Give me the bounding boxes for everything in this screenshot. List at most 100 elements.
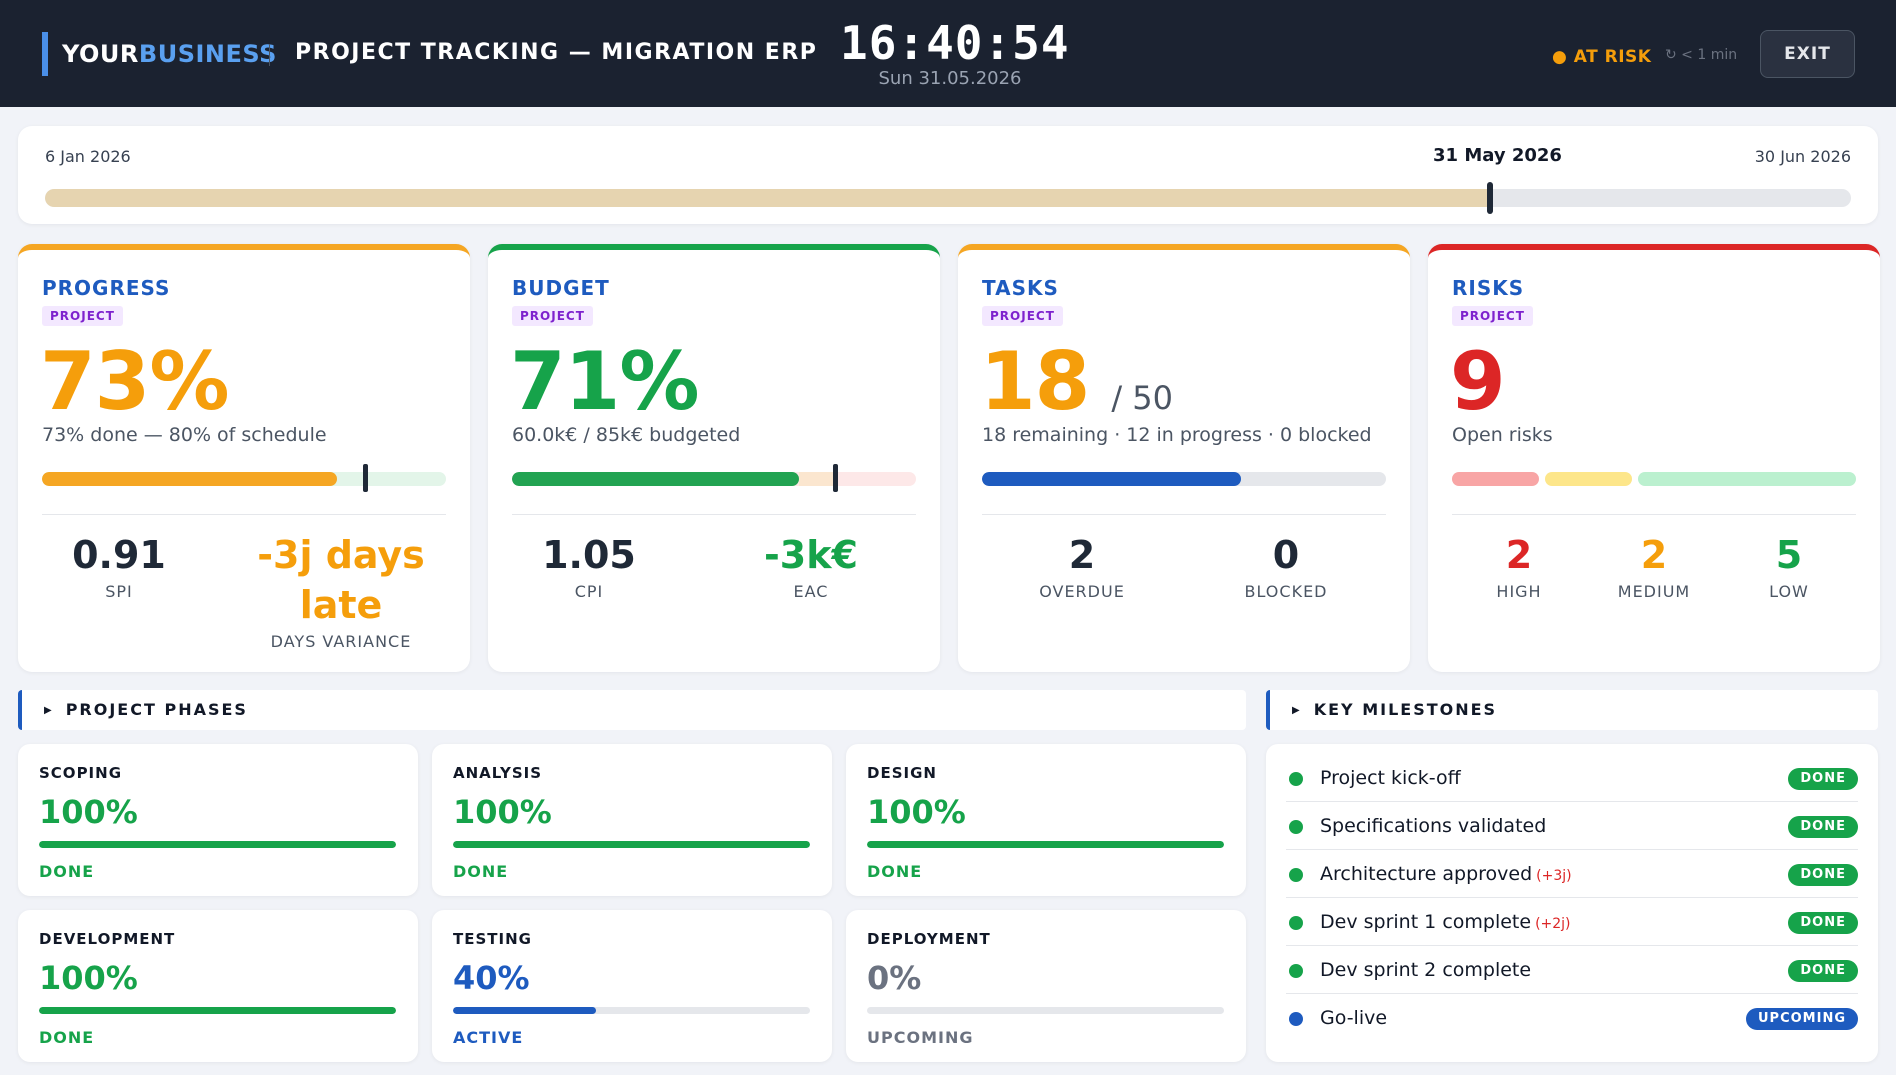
phase-status: ACTIVE (453, 1028, 524, 1047)
cpi-stat: 1.05 CPI (512, 530, 666, 601)
blocked-label: BLOCKED (1244, 582, 1328, 601)
phase-progress-fill (453, 841, 810, 848)
risks-value: 9 (1450, 335, 1506, 428)
tasks-card-tag: PROJECT (982, 306, 1063, 326)
timeline-track (45, 189, 1851, 207)
risk-bar-high-segment (1452, 472, 1540, 486)
progress-card-tag: PROJECT (42, 306, 123, 326)
eac-stat: -3k€ EAC (706, 530, 916, 601)
milestone-status-dot (1289, 820, 1303, 834)
milestone-name: Architecture approved (+3j) (1320, 863, 1572, 885)
overdue-value: 2 (1068, 533, 1096, 577)
medium-risk-label: MEDIUM (1617, 582, 1691, 601)
milestone-badge: DONE (1788, 960, 1858, 982)
tasks-total: / 50 (1111, 379, 1173, 417)
risks-card-tag: PROJECT (1452, 306, 1533, 326)
days-variance-label: DAYS VARIANCE (270, 632, 412, 651)
phase-name: DESIGN (867, 764, 937, 782)
milestone-name: Dev sprint 1 complete (+2j) (1320, 911, 1571, 933)
phase-percent: 0% (867, 959, 922, 997)
project-phases-title: PROJECT PHASES (65, 700, 248, 719)
days-variance-value: -3j days late (257, 533, 425, 627)
phase-progress-track (453, 1007, 810, 1014)
milestone-row: Dev sprint 2 complete DONE (1286, 946, 1858, 994)
project-status: ● AT RISK (1552, 47, 1652, 67)
milestones-list: Project kick-off DONE Specifications val… (1266, 744, 1878, 1062)
spi-stat: 0.91 SPI (42, 530, 196, 601)
phase-progress-track (39, 1007, 396, 1014)
phase-percent: 100% (867, 793, 966, 831)
risks-card-title: RISKS (1452, 276, 1525, 300)
milestone-status-dot (1289, 916, 1303, 930)
timeline-elapsed-fill (45, 189, 1490, 207)
milestone-label: Specifications validated (1320, 815, 1547, 837)
key-milestones-title: KEY MILESTONES (1313, 700, 1498, 719)
risks-card: RISKS PROJECT 9 Open risks 2 HIGH 2 MEDI… (1428, 244, 1880, 672)
tasks-card-divider (982, 514, 1386, 515)
risk-bar-medium-segment (1545, 472, 1633, 486)
timeline-start-date: 6 Jan 2026 (45, 147, 131, 166)
exit-button[interactable]: EXIT (1760, 30, 1855, 78)
low-risk-label: LOW (1769, 582, 1809, 601)
phase-name: DEPLOYMENT (867, 930, 991, 948)
phase-progress-fill (39, 1007, 396, 1014)
phase-percent: 100% (39, 793, 138, 831)
blocked-value: 0 (1272, 533, 1300, 577)
milestone-row: Dev sprint 1 complete (+2j) DONE (1286, 898, 1858, 946)
milestone-name: Go-live (1320, 1007, 1391, 1029)
milestone-label: Go-live (1320, 1007, 1388, 1029)
high-risk-value: 2 (1505, 533, 1533, 577)
phase-status: UPCOMING (867, 1028, 974, 1047)
eac-value: -3k€ (764, 533, 858, 577)
phase-progress-track (867, 1007, 1224, 1014)
tasks-bar (982, 472, 1386, 486)
budget-card-tag: PROJECT (512, 306, 593, 326)
project-phases-header: ▶ PROJECT PHASES (18, 690, 1246, 730)
low-risk-value: 5 (1775, 533, 1803, 577)
phase-progress-fill (867, 841, 1224, 848)
days-variance-stat: -3j days late DAYS VARIANCE (236, 530, 446, 651)
milestone-row: Specifications validated DONE (1286, 802, 1858, 850)
phase-progress-track (453, 841, 810, 848)
blocked-stat: 0 BLOCKED (1186, 530, 1386, 601)
phase-progress-fill (453, 1007, 596, 1014)
milestone-badge: DONE (1788, 768, 1858, 790)
phase-progress-track (867, 841, 1224, 848)
phase-card-analysis: ANALYSIS 100% DONE (432, 744, 832, 896)
milestone-label: Architecture approved (1320, 863, 1533, 885)
cpi-value: 1.05 (542, 533, 636, 577)
risks-card-divider (1452, 514, 1856, 515)
milestone-name: Specifications validated (1320, 815, 1550, 837)
progress-schedule-marker (363, 464, 369, 492)
milestone-badge: DONE (1788, 912, 1858, 934)
milestone-row: Architecture approved (+3j) DONE (1286, 850, 1858, 898)
risk-bar-low-segment (1638, 472, 1856, 486)
spi-label: SPI (105, 582, 133, 601)
phase-percent: 40% (453, 959, 530, 997)
progress-bar-fill (42, 472, 337, 486)
phase-card-scoping: SCOPING 100% DONE (18, 744, 418, 896)
brand-logo: YOURBUSINESS (42, 32, 277, 76)
milestone-label: Dev sprint 2 complete (1320, 959, 1532, 981)
overdue-stat: 2 OVERDUE (982, 530, 1182, 601)
phase-status: DONE (39, 862, 95, 881)
progress-card: PROGRESS PROJECT 73% 73% done — 80% of s… (18, 244, 470, 672)
milestone-delay: (+3j) (1536, 868, 1572, 884)
budget-bar-fill (512, 472, 799, 486)
budget-card-divider (512, 514, 916, 515)
tasks-card: TASKS PROJECT 18 / 50 18 remaining · 12 i… (958, 244, 1410, 672)
budget-card-title: BUDGET (512, 276, 610, 300)
progress-card-title: PROGRESS (42, 276, 171, 300)
timeline-end-date: 30 Jun 2026 (1754, 147, 1851, 166)
low-risk-stat: 5 LOW (1722, 530, 1856, 601)
phase-progress-track (39, 841, 396, 848)
medium-risk-stat: 2 MEDIUM (1587, 530, 1721, 601)
phase-name: SCOPING (39, 764, 123, 782)
refresh-indicator: ↻ < 1 min (1665, 47, 1738, 63)
milestone-badge: DONE (1788, 816, 1858, 838)
brand-text-2: BUSINESS (138, 40, 277, 68)
overdue-label: OVERDUE (1039, 582, 1125, 601)
phase-percent: 100% (453, 793, 552, 831)
key-milestones-header: ▶ KEY MILESTONES (1266, 690, 1878, 730)
tasks-description: 18 remaining · 12 in progress · 0 blocke… (982, 424, 1372, 446)
